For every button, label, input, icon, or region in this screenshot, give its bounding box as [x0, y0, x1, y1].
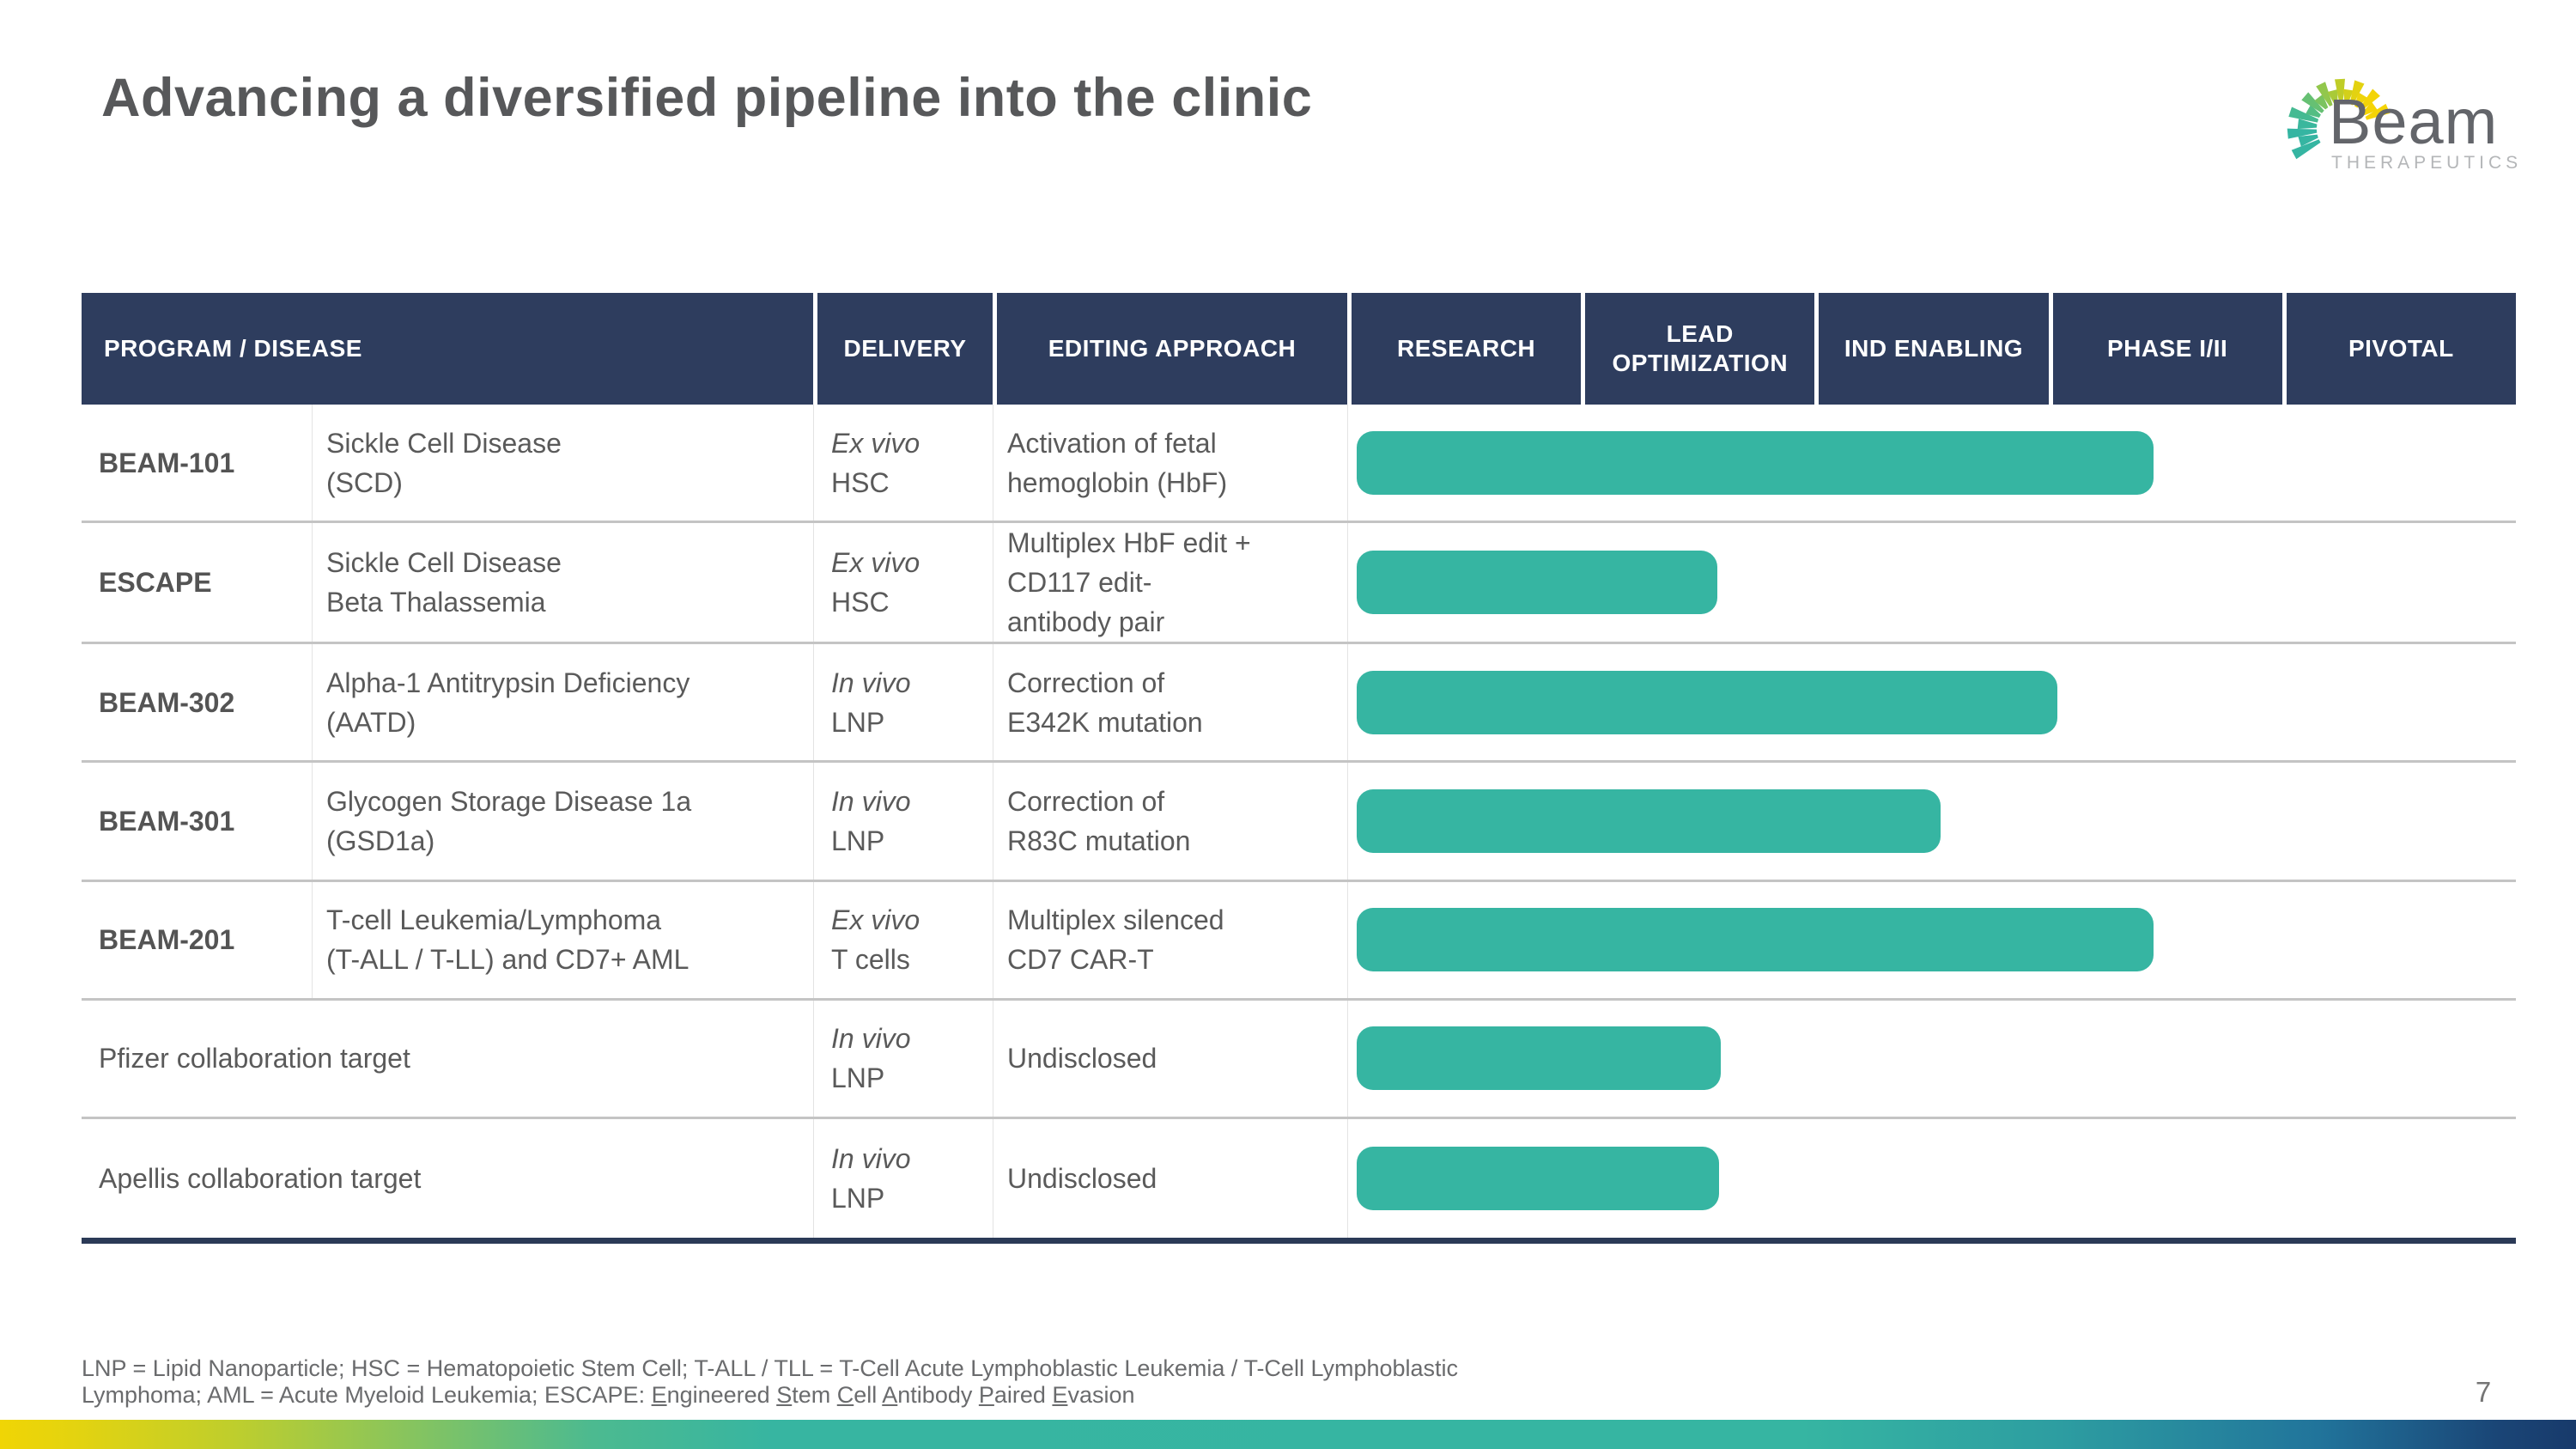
delivery-vehicle: HSC — [831, 587, 890, 618]
header-delivery: DELIVERY — [813, 293, 993, 405]
delivery-method: In vivo — [831, 667, 911, 698]
pipeline-progress-bar — [1356, 430, 2154, 495]
delivery-cell: Ex vivo HSC — [813, 405, 993, 521]
delivery-vehicle: LNP — [831, 825, 885, 856]
program-name: BEAM-201 — [99, 924, 235, 956]
logo-wordmark: Beam — [2329, 86, 2498, 157]
header-program-disease: PROGRAM / DISEASE — [82, 293, 813, 405]
stage-track — [1347, 405, 2516, 521]
program-name: BEAM-301 — [99, 805, 235, 837]
disease-cell: Glycogen Storage Disease 1a (GSD1a) — [312, 763, 813, 880]
editing-approach-cell: Correction of E342K mutation — [993, 644, 1347, 761]
table-body: BEAM-101 Sickle Cell Disease (SCD) Ex vi… — [82, 405, 2516, 1244]
program-name: Apellis collaboration target — [99, 1162, 422, 1194]
program-name: BEAM-101 — [99, 447, 235, 478]
pipeline-progress-bar — [1356, 788, 1941, 853]
delivery-vehicle: T cells — [831, 944, 910, 976]
stage-track — [1347, 881, 2516, 998]
logo-subtitle: THERAPEUTICS — [2331, 153, 2522, 173]
pipeline-progress-bar — [1356, 908, 2154, 972]
header-stage-lead-optimization: LEAD OPTIMIZATION — [1581, 293, 1815, 405]
delivery-method: In vivo — [831, 1142, 911, 1174]
delivery-method: Ex vivo — [831, 427, 920, 459]
editing-approach-cell: Activation of fetal hemoglobin (HbF) — [993, 405, 1347, 521]
footnote-line-2: Lymphoma; AML = Acute Myeloid Leukemia; … — [82, 1382, 1135, 1408]
disease-cell: Sickle Cell Disease Beta Thalassemia — [312, 523, 813, 642]
table-row-apellis-collaboration: Apellis collaboration target In vivo LNP… — [82, 1118, 2516, 1238]
header-stage-ind-enabling: IND ENABLING — [1814, 293, 2049, 405]
delivery-method: Ex vivo — [831, 904, 920, 936]
delivery-cell: Ex vivo HSC — [813, 523, 993, 642]
table-row-beam-302: BEAM-302 Alpha-1 Antitrypsin Deficiency … — [82, 644, 2516, 764]
stage-track — [1347, 1000, 2516, 1117]
disease-cell: T-cell Leukemia/Lymphoma (T-ALL / T-LL) … — [312, 881, 813, 998]
pipeline-progress-bar — [1356, 1026, 1721, 1091]
delivery-cell: In vivo LNP — [813, 1118, 993, 1238]
editing-approach-cell: Multiplex HbF edit + CD117 edit- antibod… — [993, 523, 1347, 642]
delivery-vehicle: LNP — [831, 706, 885, 738]
program-name: BEAM-302 — [99, 686, 235, 718]
header-stage-phase-i-ii: PHASE I/II — [2048, 293, 2282, 405]
sunburst-rays-icon — [2287, 78, 2391, 160]
table-row-escape: ESCAPE Sickle Cell Disease Beta Thalasse… — [82, 523, 2516, 645]
delivery-method: Ex vivo — [831, 547, 920, 579]
disease-cell: Alpha-1 Antitrypsin Deficiency (AATD) — [312, 644, 813, 761]
table-row-beam-301: BEAM-301 Glycogen Storage Disease 1a (GS… — [82, 763, 2516, 882]
delivery-vehicle: LNP — [831, 1182, 885, 1214]
page-number: 7 — [2475, 1376, 2492, 1408]
pipeline-progress-bar — [1356, 670, 2057, 734]
delivery-cell: In vivo LNP — [813, 1000, 993, 1117]
stage-track — [1347, 644, 2516, 761]
header-editing-approach: EDITING APPROACH — [993, 293, 1347, 405]
editing-approach-cell: Correction of R83C mutation — [993, 763, 1347, 880]
beam-therapeutics-logo: Beam THERAPEUTICS — [2287, 33, 2550, 180]
delivery-vehicle: LNP — [831, 1062, 885, 1094]
disease-cell: Sickle Cell Disease (SCD) — [312, 405, 813, 521]
stage-track — [1347, 523, 2516, 642]
table-row-beam-201: BEAM-201 T-cell Leukemia/Lymphoma (T-ALL… — [82, 881, 2516, 1001]
delivery-vehicle: HSC — [831, 466, 890, 498]
bottom-gradient-bar — [0, 1420, 2576, 1449]
pipeline-progress-bar — [1356, 551, 1717, 615]
page-title: Advancing a diversified pipeline into th… — [101, 68, 1313, 128]
program-name: ESCAPE — [99, 567, 212, 599]
stage-track — [1347, 763, 2516, 880]
footnote: LNP = Lipid Nanoparticle; HSC = Hematopo… — [82, 1355, 1670, 1409]
header-stage-research: RESEARCH — [1347, 293, 1582, 405]
delivery-cell: In vivo LNP — [813, 763, 993, 880]
table-row-beam-101: BEAM-101 Sickle Cell Disease (SCD) Ex vi… — [82, 405, 2516, 524]
delivery-cell: Ex vivo T cells — [813, 881, 993, 998]
delivery-method: In vivo — [831, 1023, 911, 1055]
stage-track — [1347, 1118, 2516, 1238]
editing-approach-cell: Multiplex silenced CD7 CAR-T — [993, 881, 1347, 998]
editing-approach-cell: Undisclosed — [993, 1000, 1347, 1117]
program-name: Pfizer collaboration target — [99, 1043, 410, 1075]
pipeline-progress-bar — [1356, 1146, 1720, 1210]
delivery-method: In vivo — [831, 785, 911, 817]
table-header-row: PROGRAM / DISEASE DELIVERY EDITING APPRO… — [82, 293, 2516, 405]
editing-approach-cell: Undisclosed — [993, 1118, 1347, 1238]
pipeline-table: PROGRAM / DISEASE DELIVERY EDITING APPRO… — [82, 293, 2516, 1244]
table-row-pfizer-collaboration: Pfizer collaboration target In vivo LNP … — [82, 1000, 2516, 1119]
footnote-line-1: LNP = Lipid Nanoparticle; HSC = Hematopo… — [82, 1355, 1459, 1381]
header-stage-pivotal: PIVOTAL — [2281, 293, 2516, 405]
delivery-cell: In vivo LNP — [813, 644, 993, 761]
